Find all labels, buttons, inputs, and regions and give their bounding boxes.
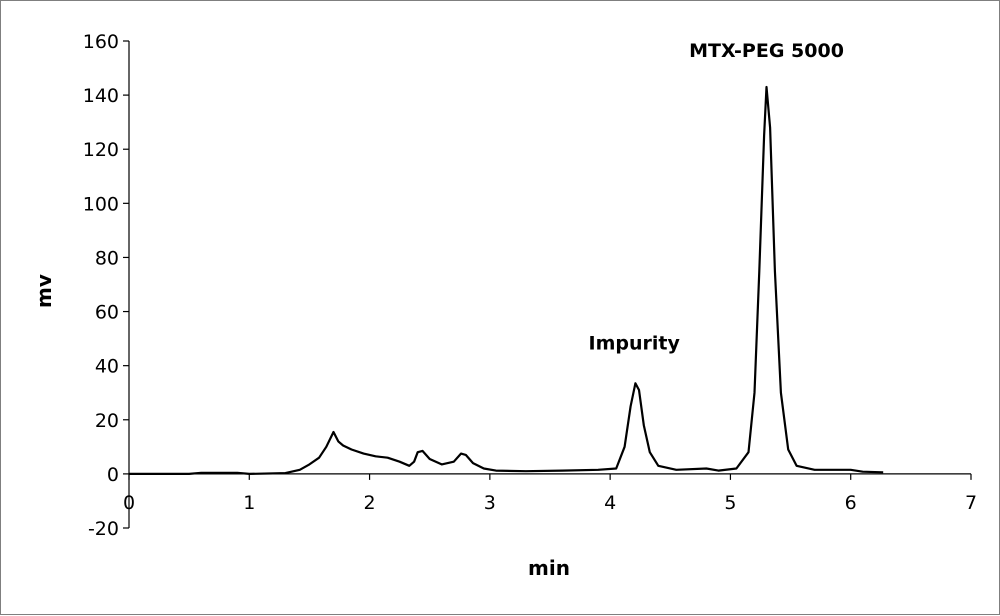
- y-tick-label: 100: [83, 193, 119, 215]
- x-tick-label: 5: [724, 492, 736, 514]
- y-tick-label: -20: [88, 518, 119, 540]
- y-tick-label: 80: [95, 247, 119, 269]
- x-tick-label: 1: [243, 492, 255, 514]
- y-tick-label: 20: [95, 410, 119, 432]
- x-tick-label: 3: [484, 492, 496, 514]
- x-tick-label: 0: [123, 492, 135, 514]
- y-tick-label: 140: [83, 85, 119, 107]
- y-tick-label: 0: [107, 464, 119, 486]
- x-tick-label: 6: [845, 492, 857, 514]
- y-tick-label: 60: [95, 302, 119, 324]
- x-axis-title: min: [528, 556, 570, 580]
- y-tick-label: 40: [95, 356, 119, 378]
- chromatogram-trace: [129, 85, 884, 475]
- x-tick-label: 2: [364, 492, 376, 514]
- y-tick-label: 120: [83, 139, 119, 161]
- axes: [123, 40, 972, 529]
- annotation-impurity: Impurity: [589, 332, 681, 354]
- annotation-mtx-peg: MTX-PEG 5000: [689, 40, 844, 62]
- y-tick-label: 160: [83, 31, 119, 53]
- x-tick-label: 4: [604, 492, 616, 514]
- x-tick-label: 7: [965, 492, 977, 514]
- y-axis-title: mv: [32, 274, 56, 308]
